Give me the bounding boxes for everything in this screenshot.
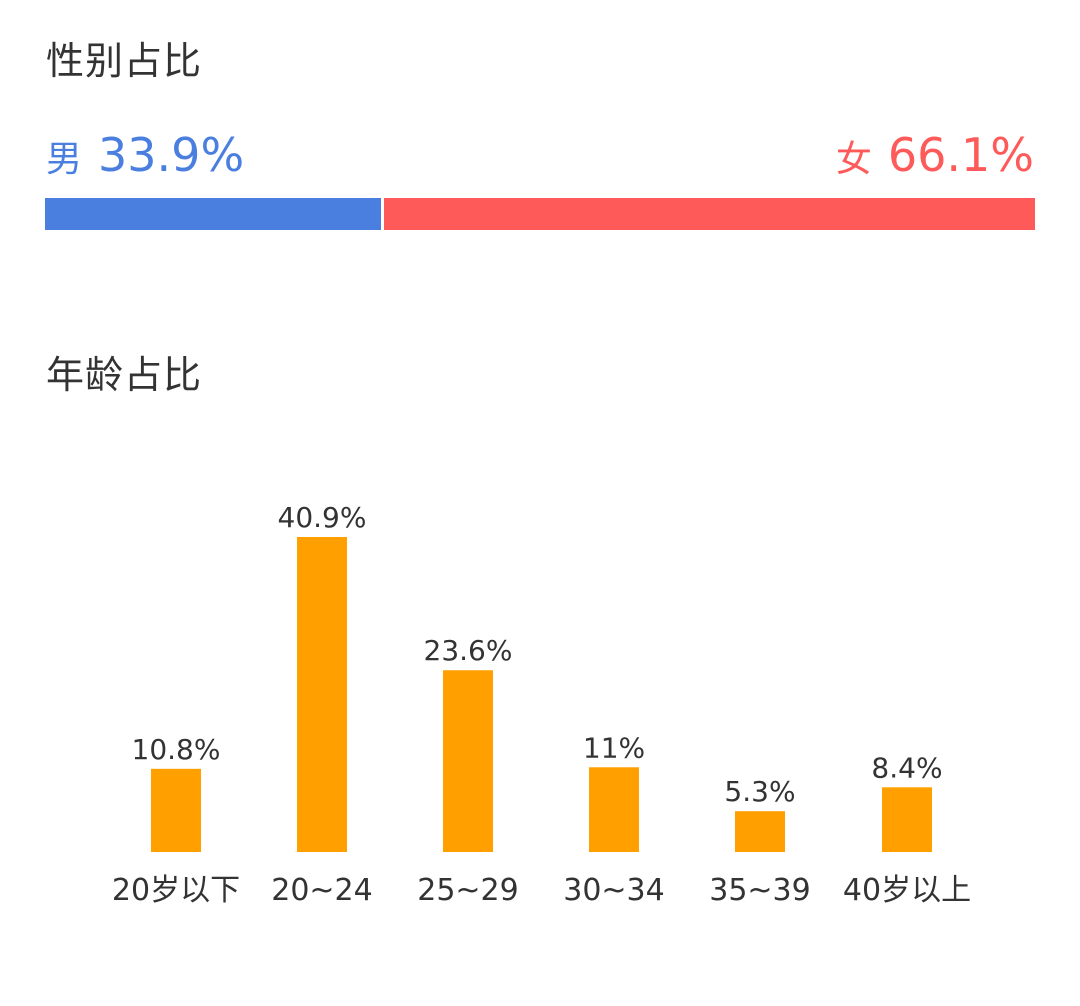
- age-category-label: 35~39: [709, 873, 810, 908]
- age-bar-3: [589, 767, 639, 852]
- age-bar-value-label: 5.3%: [724, 775, 795, 808]
- age-category-label: 25~29: [417, 873, 518, 908]
- age-bar-value-label: 10.8%: [132, 733, 221, 766]
- age-bar-1: [297, 537, 347, 852]
- age-bar-value-label: 40.9%: [278, 501, 367, 534]
- age-bar-2: [443, 670, 493, 852]
- male-label-text: 男: [46, 139, 83, 180]
- age-bar-value-label: 23.6%: [424, 634, 513, 667]
- age-bar-value-label: 8.4%: [871, 751, 942, 784]
- gender-ratio-bar: [45, 198, 1035, 230]
- female-label-text: 女: [835, 139, 872, 180]
- age-bar-chart: 10.8% 20岁以下 40.9% 20~24 23.6% 25~29 11% 30~34 5.…: [112, 501, 971, 908]
- age-bar-0: [151, 768, 201, 852]
- female-percentage: 66.1%: [887, 128, 1034, 182]
- age-bar-value-label: 11%: [583, 731, 645, 764]
- gender-bar-divider: [380, 198, 384, 230]
- age-category-label: 30~34: [563, 873, 664, 908]
- age-bar-4: [735, 811, 785, 852]
- male-bar-segment: [45, 198, 381, 230]
- male-ratio-label: 男 33.9%: [46, 128, 245, 182]
- age-category-label: 40岁以上: [843, 873, 971, 908]
- female-bar-segment: [383, 198, 1035, 230]
- age-ratio-title: 年龄占比: [46, 353, 203, 397]
- female-ratio-label: 女 66.1%: [835, 128, 1034, 182]
- male-percentage: 33.9%: [98, 128, 245, 182]
- age-category-label: 20岁以下: [112, 873, 240, 908]
- gender-ratio-title: 性别占比: [46, 39, 203, 83]
- age-category-label: 20~24: [271, 873, 372, 908]
- age-bar-5: [882, 787, 932, 852]
